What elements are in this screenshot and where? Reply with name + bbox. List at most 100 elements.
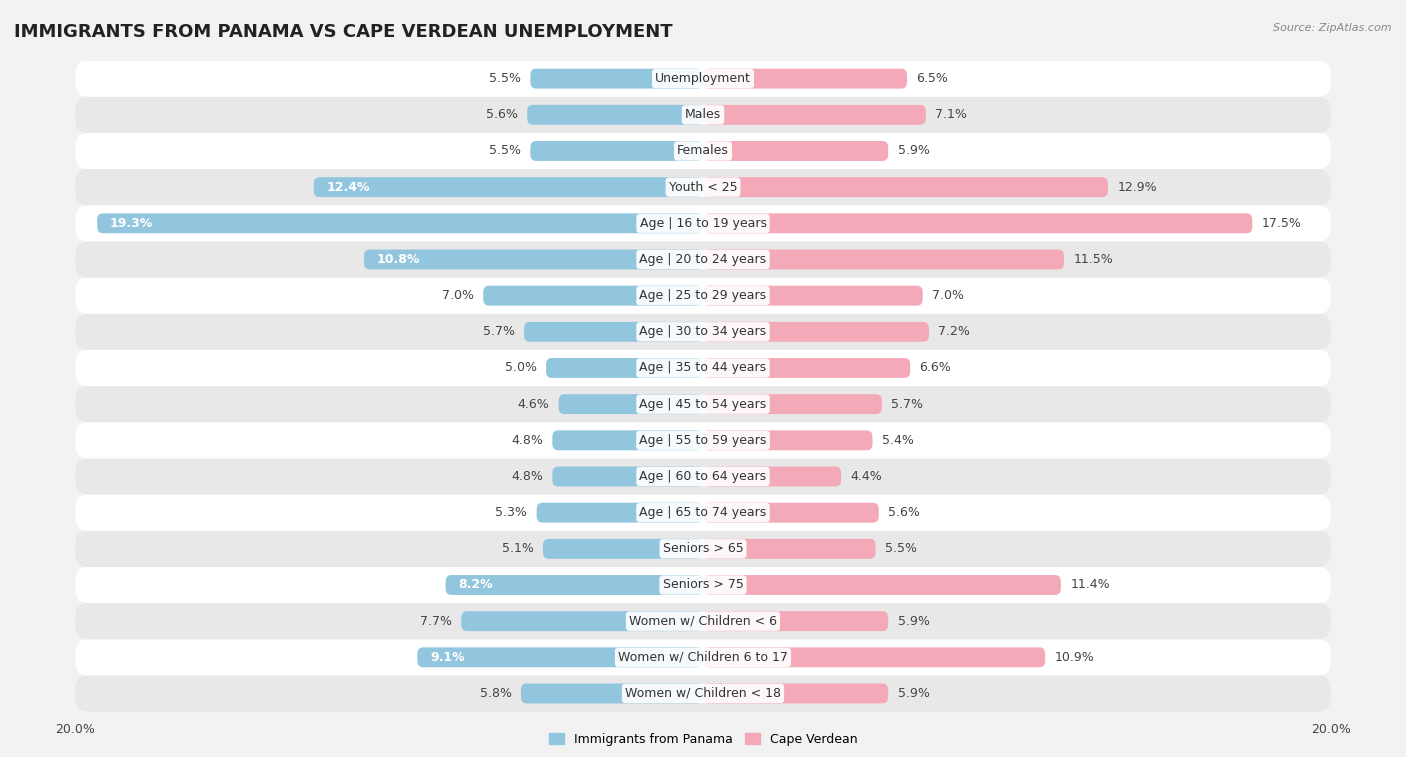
FancyBboxPatch shape xyxy=(558,394,703,414)
FancyBboxPatch shape xyxy=(314,177,703,197)
FancyBboxPatch shape xyxy=(703,213,1253,233)
FancyBboxPatch shape xyxy=(546,358,703,378)
Text: Age | 60 to 64 years: Age | 60 to 64 years xyxy=(640,470,766,483)
FancyBboxPatch shape xyxy=(703,647,1045,667)
Text: Age | 25 to 29 years: Age | 25 to 29 years xyxy=(640,289,766,302)
FancyBboxPatch shape xyxy=(703,177,1108,197)
Text: 7.0%: 7.0% xyxy=(441,289,474,302)
FancyBboxPatch shape xyxy=(75,133,1331,169)
Text: 4.4%: 4.4% xyxy=(851,470,883,483)
FancyBboxPatch shape xyxy=(75,675,1331,712)
FancyBboxPatch shape xyxy=(703,322,929,341)
Text: Seniors > 75: Seniors > 75 xyxy=(662,578,744,591)
FancyBboxPatch shape xyxy=(75,350,1331,386)
Text: Women w/ Children < 18: Women w/ Children < 18 xyxy=(626,687,780,700)
Text: 5.0%: 5.0% xyxy=(505,362,537,375)
FancyBboxPatch shape xyxy=(75,422,1331,459)
Text: Youth < 25: Youth < 25 xyxy=(669,181,737,194)
FancyBboxPatch shape xyxy=(703,69,907,89)
Text: 5.8%: 5.8% xyxy=(479,687,512,700)
Text: 11.5%: 11.5% xyxy=(1073,253,1114,266)
FancyBboxPatch shape xyxy=(527,105,703,125)
Legend: Immigrants from Panama, Cape Verdean: Immigrants from Panama, Cape Verdean xyxy=(544,728,862,751)
FancyBboxPatch shape xyxy=(530,69,703,89)
Text: 12.4%: 12.4% xyxy=(326,181,370,194)
FancyBboxPatch shape xyxy=(484,285,703,306)
Text: 7.2%: 7.2% xyxy=(938,326,970,338)
FancyBboxPatch shape xyxy=(537,503,703,522)
Text: IMMIGRANTS FROM PANAMA VS CAPE VERDEAN UNEMPLOYMENT: IMMIGRANTS FROM PANAMA VS CAPE VERDEAN U… xyxy=(14,23,672,41)
Text: 7.7%: 7.7% xyxy=(420,615,451,628)
Text: Age | 55 to 59 years: Age | 55 to 59 years xyxy=(640,434,766,447)
FancyBboxPatch shape xyxy=(703,105,927,125)
FancyBboxPatch shape xyxy=(703,539,876,559)
FancyBboxPatch shape xyxy=(75,494,1331,531)
FancyBboxPatch shape xyxy=(75,459,1331,494)
Text: 5.7%: 5.7% xyxy=(891,397,924,410)
FancyBboxPatch shape xyxy=(703,394,882,414)
Text: Age | 35 to 44 years: Age | 35 to 44 years xyxy=(640,362,766,375)
FancyBboxPatch shape xyxy=(553,466,703,487)
Text: 12.9%: 12.9% xyxy=(1118,181,1157,194)
Text: 7.1%: 7.1% xyxy=(935,108,967,121)
FancyBboxPatch shape xyxy=(703,141,889,161)
FancyBboxPatch shape xyxy=(75,169,1331,205)
FancyBboxPatch shape xyxy=(75,205,1331,241)
FancyBboxPatch shape xyxy=(703,575,1062,595)
Text: 4.8%: 4.8% xyxy=(510,470,543,483)
FancyBboxPatch shape xyxy=(703,285,922,306)
Text: 6.5%: 6.5% xyxy=(917,72,948,85)
Text: 5.5%: 5.5% xyxy=(489,145,522,157)
Text: 5.6%: 5.6% xyxy=(889,506,920,519)
Text: Age | 30 to 34 years: Age | 30 to 34 years xyxy=(640,326,766,338)
FancyBboxPatch shape xyxy=(703,684,889,703)
FancyBboxPatch shape xyxy=(75,639,1331,675)
FancyBboxPatch shape xyxy=(97,213,703,233)
Text: 5.9%: 5.9% xyxy=(897,145,929,157)
Text: 5.4%: 5.4% xyxy=(882,434,914,447)
Text: Women w/ Children < 6: Women w/ Children < 6 xyxy=(628,615,778,628)
FancyBboxPatch shape xyxy=(703,431,873,450)
Text: 5.6%: 5.6% xyxy=(486,108,517,121)
FancyBboxPatch shape xyxy=(461,611,703,631)
Text: 9.1%: 9.1% xyxy=(430,651,464,664)
Text: 17.5%: 17.5% xyxy=(1261,217,1302,230)
FancyBboxPatch shape xyxy=(75,531,1331,567)
FancyBboxPatch shape xyxy=(553,431,703,450)
FancyBboxPatch shape xyxy=(418,647,703,667)
FancyBboxPatch shape xyxy=(543,539,703,559)
Text: Age | 65 to 74 years: Age | 65 to 74 years xyxy=(640,506,766,519)
Text: 7.0%: 7.0% xyxy=(932,289,965,302)
Text: 6.6%: 6.6% xyxy=(920,362,952,375)
FancyBboxPatch shape xyxy=(75,61,1331,97)
FancyBboxPatch shape xyxy=(364,250,703,269)
Text: 5.5%: 5.5% xyxy=(884,542,917,556)
FancyBboxPatch shape xyxy=(524,322,703,341)
FancyBboxPatch shape xyxy=(530,141,703,161)
Text: Seniors > 65: Seniors > 65 xyxy=(662,542,744,556)
FancyBboxPatch shape xyxy=(703,358,910,378)
FancyBboxPatch shape xyxy=(522,684,703,703)
FancyBboxPatch shape xyxy=(75,313,1331,350)
Text: 5.9%: 5.9% xyxy=(897,687,929,700)
FancyBboxPatch shape xyxy=(446,575,703,595)
FancyBboxPatch shape xyxy=(703,611,889,631)
FancyBboxPatch shape xyxy=(75,241,1331,278)
Text: Unemployment: Unemployment xyxy=(655,72,751,85)
Text: Age | 20 to 24 years: Age | 20 to 24 years xyxy=(640,253,766,266)
Text: Age | 16 to 19 years: Age | 16 to 19 years xyxy=(640,217,766,230)
FancyBboxPatch shape xyxy=(703,503,879,522)
Text: 11.4%: 11.4% xyxy=(1070,578,1109,591)
Text: 5.7%: 5.7% xyxy=(482,326,515,338)
Text: Males: Males xyxy=(685,108,721,121)
Text: 4.6%: 4.6% xyxy=(517,397,550,410)
Text: Source: ZipAtlas.com: Source: ZipAtlas.com xyxy=(1274,23,1392,33)
FancyBboxPatch shape xyxy=(75,603,1331,639)
FancyBboxPatch shape xyxy=(75,567,1331,603)
Text: 8.2%: 8.2% xyxy=(458,578,492,591)
Text: Age | 45 to 54 years: Age | 45 to 54 years xyxy=(640,397,766,410)
Text: 5.1%: 5.1% xyxy=(502,542,533,556)
Text: Females: Females xyxy=(678,145,728,157)
Text: 5.9%: 5.9% xyxy=(897,615,929,628)
Text: 5.5%: 5.5% xyxy=(489,72,522,85)
